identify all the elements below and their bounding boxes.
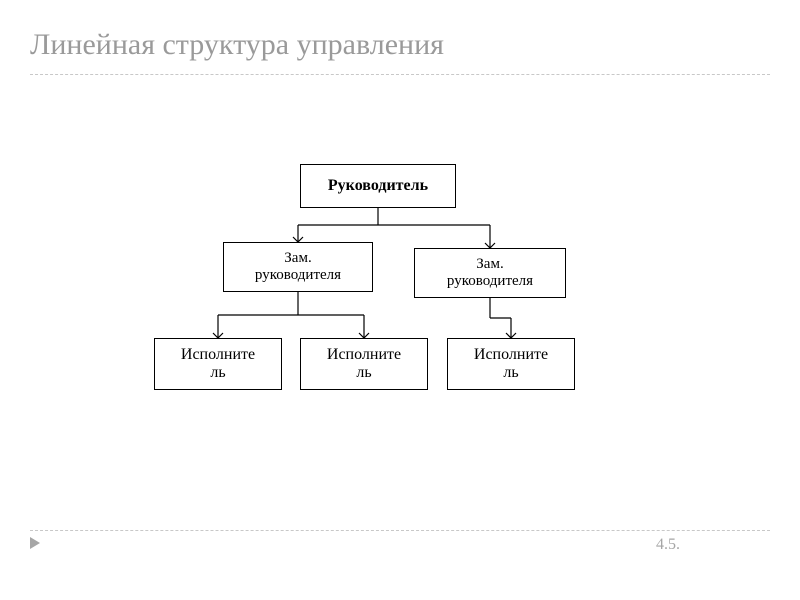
node-exec3: Исполните ль [447,338,575,390]
node-dep2: Зам. руководителя [414,248,566,298]
node-dep1: Зам. руководителя [223,242,373,292]
org-chart-edges [0,0,800,600]
node-exec1: Исполните ль [154,338,282,390]
node-root: Руководитель [300,164,456,208]
node-exec2: Исполните ль [300,338,428,390]
slide-root: { "title": "Линейная структура управлени… [0,0,800,600]
